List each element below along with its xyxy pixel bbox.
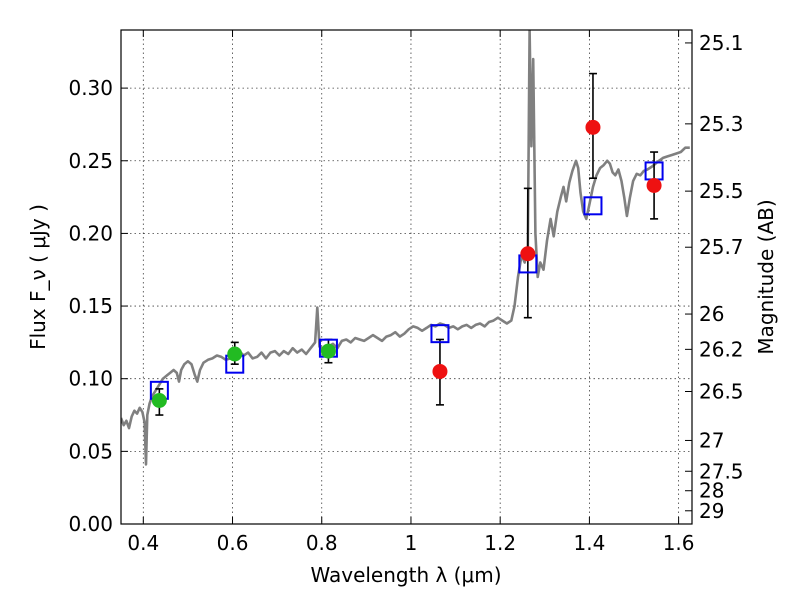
y-tick-label: 0.15 <box>68 294 113 318</box>
y-tick-label: 0.25 <box>68 149 113 173</box>
right-tick-label: 27.5 <box>699 459 744 483</box>
axes: 0.4 0.6 0.8 1 1.2 1.4 1.6 0.00 0.05 0.10 0.15 0.20 0… <box>68 30 744 555</box>
plot-frame <box>120 29 693 525</box>
y-tick-label: 0.20 <box>68 221 113 245</box>
grid <box>121 30 692 524</box>
y-tick-label: 0.05 <box>68 439 113 463</box>
right-axis-label: Magnitude (AB) <box>754 199 778 354</box>
x-tick-label: 0.4 <box>127 531 159 555</box>
model-square <box>430 324 450 344</box>
right-tick-label: 29 <box>699 499 724 523</box>
right-tick-label: 28 <box>699 479 724 503</box>
x-tick-label: 1.4 <box>573 531 605 555</box>
y-tick-label: 0.30 <box>68 76 113 100</box>
x-tick-label: 1 <box>405 531 418 555</box>
model-square <box>583 196 603 216</box>
y-tick-label: 0.10 <box>68 367 113 391</box>
spectrum-line <box>121 30 690 466</box>
red-point <box>520 246 536 262</box>
red-point <box>585 119 601 135</box>
red-point <box>432 363 448 379</box>
right-tick-label: 25.5 <box>699 179 744 203</box>
x-tick-label: 1.6 <box>663 531 695 555</box>
green-point <box>227 346 243 362</box>
right-tick-label: 25.7 <box>699 235 744 259</box>
y-axis-label: Flux F_ν ( μJy ) <box>26 204 50 350</box>
right-tick-label: 26.5 <box>699 379 744 403</box>
green-point <box>151 393 167 408</box>
x-tick-label: 0.8 <box>306 531 338 555</box>
right-tick-label: 25.1 <box>699 31 744 55</box>
right-tick-label: 26.2 <box>699 337 744 361</box>
plot-area <box>121 30 690 466</box>
right-tick-label: 26 <box>699 302 724 326</box>
y-tick-label: 0.00 <box>68 512 113 536</box>
x-tick-label: 0.6 <box>217 531 249 555</box>
green-point <box>320 343 336 359</box>
x-axis-label: Wavelength λ (μm) <box>310 563 501 587</box>
right-tick-label: 25.3 <box>699 112 744 136</box>
red-point <box>646 177 662 193</box>
x-tick-label: 1.2 <box>484 531 516 555</box>
right-tick-label: 27 <box>699 428 724 452</box>
